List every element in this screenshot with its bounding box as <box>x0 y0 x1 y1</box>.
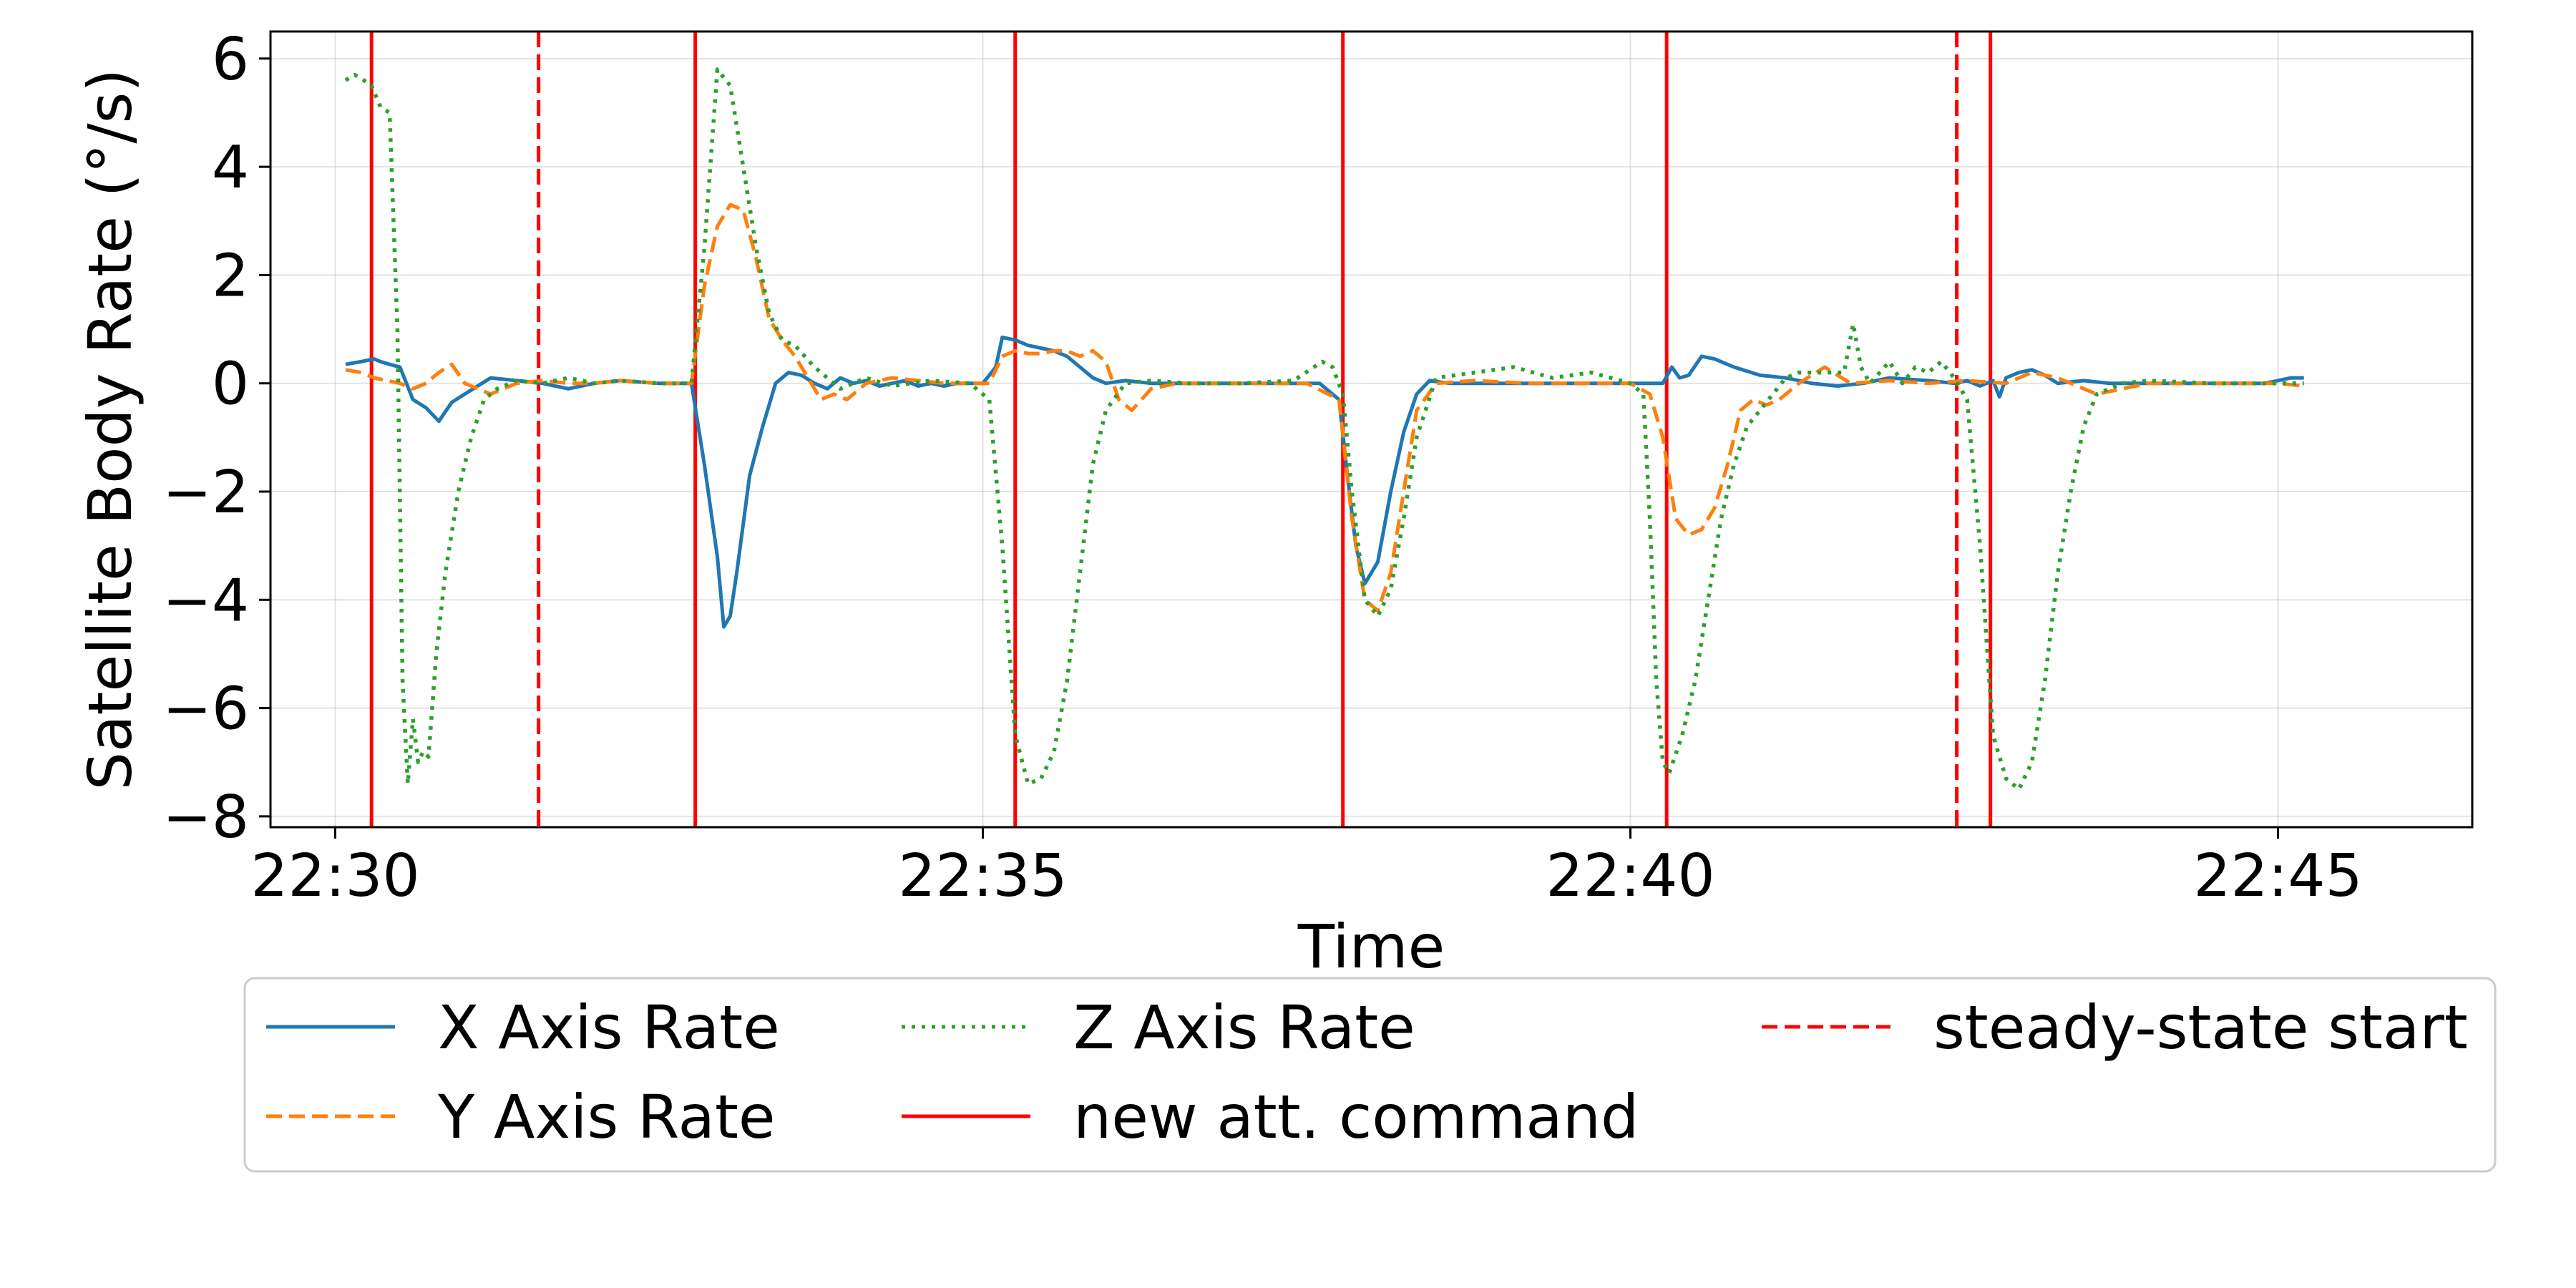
legend-label: Z Axis Rate <box>1073 992 1415 1063</box>
y-tick-label: −6 <box>162 675 249 743</box>
y-tick-label: 2 <box>212 242 249 310</box>
axis-ticks: 22:30 22:35 22:40 22:45 6 4 2 0 −2 −4 −6 −8 <box>162 26 2363 910</box>
y-tick-label: −4 <box>162 567 249 635</box>
x-tick-label: 22:40 <box>1546 842 1714 910</box>
legend-label: X Axis Rate <box>438 992 780 1063</box>
x-tick-label: 22:35 <box>898 842 1067 910</box>
y-tick-label: −2 <box>162 459 249 527</box>
legend-label: Y Axis Rate <box>437 1082 776 1152</box>
legend: X Axis Rate Y Axis Rate Z Axis Rate new att… <box>243 977 2497 1173</box>
y-axis-label: Satellite Body Rate (°/s) <box>75 69 145 790</box>
y-axis-rate-line <box>345 203 2304 613</box>
y-tick-label: 4 <box>212 134 249 202</box>
plot-frame <box>269 30 2474 829</box>
y-tick-label: 6 <box>212 26 249 94</box>
event-markers <box>369 31 1993 827</box>
legend-label: steady-state start <box>1933 992 2468 1063</box>
z-axis-rate-line <box>344 67 2304 791</box>
legend-label: new att. command <box>1073 1082 1639 1152</box>
y-tick-label: 0 <box>212 351 249 419</box>
x-axis-label: Time <box>1297 912 1445 982</box>
x-tick-label: 22:30 <box>250 842 419 910</box>
x-tick-label: 22:45 <box>2193 842 2362 910</box>
legend-box <box>243 977 2497 1173</box>
series-lines <box>344 67 2304 791</box>
y-tick-label: −8 <box>162 784 249 852</box>
